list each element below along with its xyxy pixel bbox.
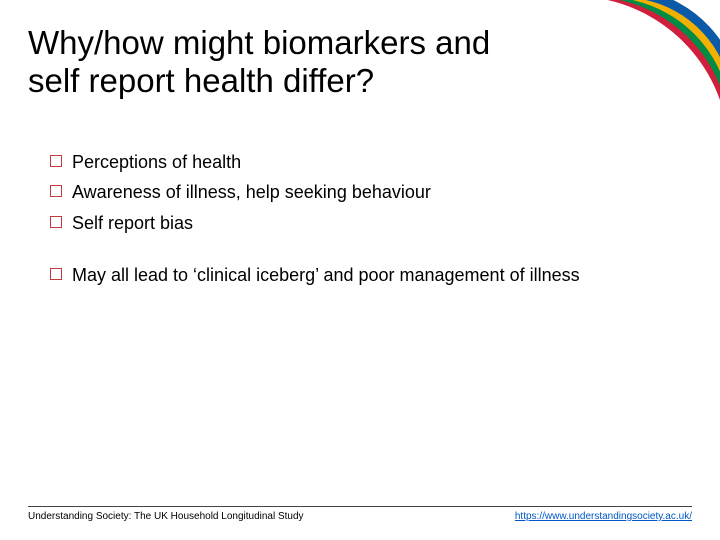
spacer [50,241,660,263]
slide-title: Why/how might biomarkers and self report… [28,24,548,100]
footer-study-name: Understanding Society: The UK Household … [28,511,304,522]
checkbox-icon [50,155,62,167]
list-item: Self report bias [50,211,660,235]
checkbox-icon [50,185,62,197]
list-item-text: Self report bias [72,211,193,235]
checkbox-icon [50,268,62,280]
list-item-text: Awareness of illness, help seeking behav… [72,180,431,204]
footer: Understanding Society: The UK Household … [28,506,692,522]
list-item: Perceptions of health [50,150,660,174]
footer-link[interactable]: https://www.understandingsociety.ac.uk/ [515,511,692,522]
checkbox-icon [50,216,62,228]
list-item: Awareness of illness, help seeking behav… [50,180,660,204]
bullet-list: Perceptions of health Awareness of illne… [50,150,660,293]
corner-arcs-decoration [526,0,720,114]
list-item-text: Perceptions of health [72,150,241,174]
list-item: May all lead to ‘clinical iceberg’ and p… [50,263,660,287]
slide: Why/how might biomarkers and self report… [0,0,720,540]
list-item-text: May all lead to ‘clinical iceberg’ and p… [72,263,580,287]
